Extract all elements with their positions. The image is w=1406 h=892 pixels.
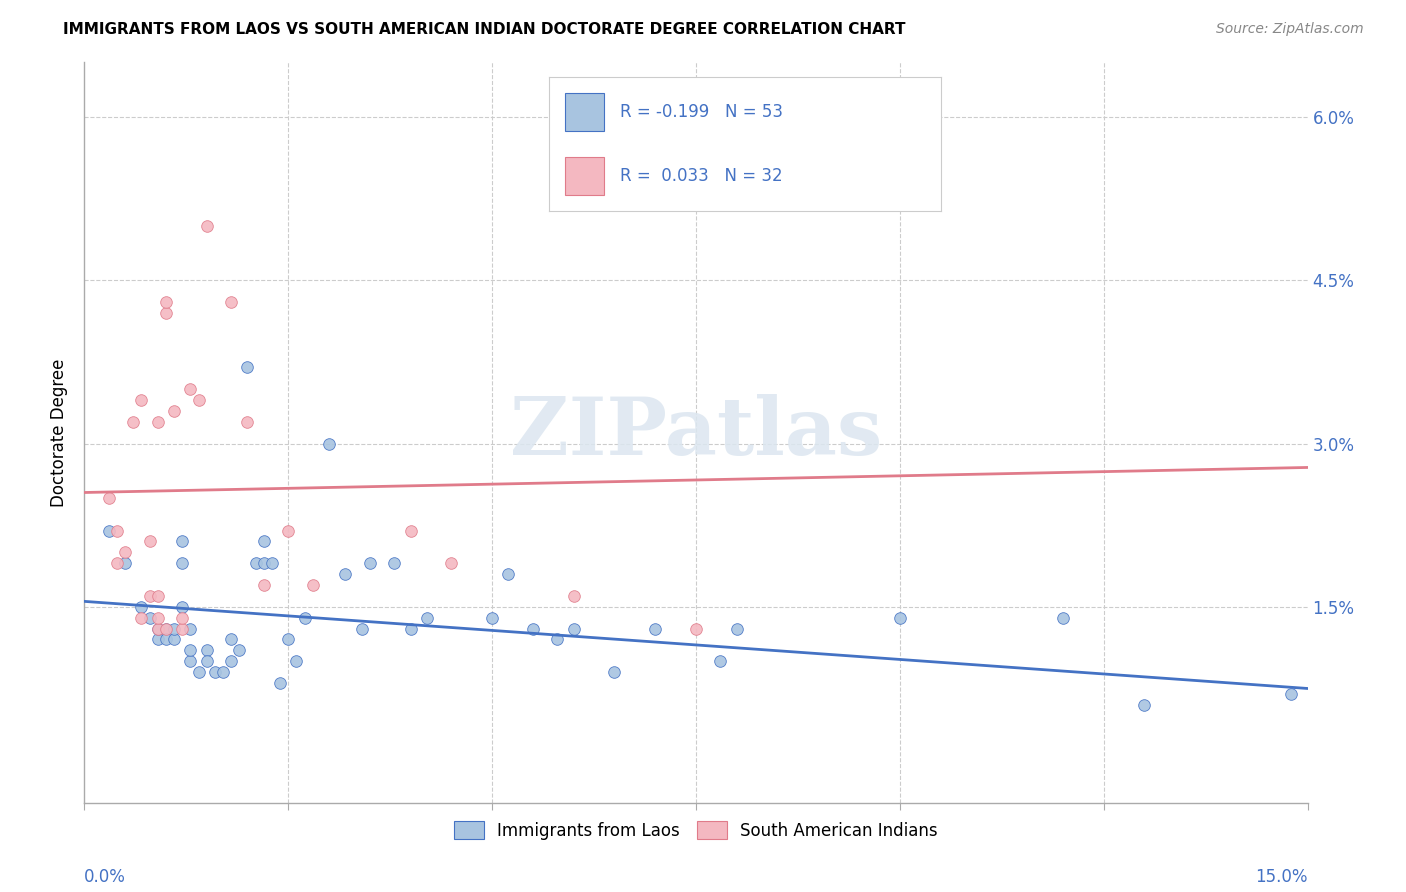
- Point: [179, 654, 201, 668]
- Point: [399, 524, 422, 538]
- Point: [253, 556, 276, 570]
- Point: [335, 567, 357, 582]
- Point: [179, 382, 201, 396]
- Point: [131, 392, 153, 407]
- Point: [260, 556, 283, 570]
- Point: [245, 556, 267, 570]
- Point: [155, 295, 177, 310]
- Point: [105, 524, 128, 538]
- Point: [155, 632, 177, 647]
- Point: [277, 524, 299, 538]
- Point: [709, 654, 731, 668]
- Point: [195, 654, 218, 668]
- Point: [301, 578, 323, 592]
- Point: [195, 219, 218, 233]
- Point: [725, 120, 748, 135]
- Point: [114, 556, 136, 570]
- Point: [97, 491, 120, 505]
- Point: [228, 643, 250, 657]
- Point: [522, 622, 544, 636]
- Point: [382, 556, 405, 570]
- Point: [219, 632, 242, 647]
- Point: [546, 632, 568, 647]
- Point: [146, 589, 169, 603]
- Point: [138, 610, 160, 624]
- Point: [146, 622, 169, 636]
- Point: [725, 622, 748, 636]
- Point: [253, 534, 276, 549]
- Text: 15.0%: 15.0%: [1256, 868, 1308, 886]
- Point: [219, 295, 242, 310]
- Point: [172, 610, 194, 624]
- Point: [644, 622, 666, 636]
- Point: [179, 622, 201, 636]
- Point: [155, 306, 177, 320]
- Point: [285, 654, 308, 668]
- Point: [187, 392, 209, 407]
- Point: [97, 524, 120, 538]
- Text: IMMIGRANTS FROM LAOS VS SOUTH AMERICAN INDIAN DOCTORATE DEGREE CORRELATION CHART: IMMIGRANTS FROM LAOS VS SOUTH AMERICAN I…: [63, 22, 905, 37]
- Point: [138, 534, 160, 549]
- Point: [562, 622, 585, 636]
- Point: [253, 578, 276, 592]
- Point: [603, 665, 626, 680]
- Point: [236, 415, 259, 429]
- Point: [685, 622, 707, 636]
- Point: [146, 610, 169, 624]
- Point: [172, 622, 194, 636]
- Point: [155, 622, 177, 636]
- Text: 0.0%: 0.0%: [84, 868, 127, 886]
- Point: [146, 622, 169, 636]
- Point: [1052, 610, 1074, 624]
- Point: [236, 360, 259, 375]
- Point: [138, 589, 160, 603]
- Point: [440, 556, 463, 570]
- Point: [172, 534, 194, 549]
- Point: [122, 415, 145, 429]
- Point: [399, 622, 422, 636]
- Point: [318, 436, 340, 450]
- Point: [131, 599, 153, 614]
- Point: [889, 610, 911, 624]
- Point: [131, 610, 153, 624]
- Text: Source: ZipAtlas.com: Source: ZipAtlas.com: [1216, 22, 1364, 37]
- Point: [187, 665, 209, 680]
- Point: [155, 622, 177, 636]
- Point: [204, 665, 226, 680]
- Point: [163, 404, 186, 418]
- Point: [146, 415, 169, 429]
- Point: [359, 556, 381, 570]
- Point: [146, 632, 169, 647]
- Point: [350, 622, 373, 636]
- Point: [195, 643, 218, 657]
- Point: [179, 643, 201, 657]
- Y-axis label: Doctorate Degree: Doctorate Degree: [51, 359, 69, 507]
- Point: [163, 632, 186, 647]
- Point: [1279, 687, 1302, 701]
- Point: [294, 610, 316, 624]
- Point: [498, 567, 520, 582]
- Point: [114, 545, 136, 559]
- Point: [416, 610, 439, 624]
- Point: [212, 665, 235, 680]
- Point: [172, 556, 194, 570]
- Point: [219, 654, 242, 668]
- Point: [163, 622, 186, 636]
- Point: [172, 599, 194, 614]
- Point: [269, 676, 291, 690]
- Point: [562, 589, 585, 603]
- Point: [1133, 698, 1156, 712]
- Legend: Immigrants from Laos, South American Indians: Immigrants from Laos, South American Ind…: [447, 814, 945, 847]
- Text: ZIPatlas: ZIPatlas: [510, 393, 882, 472]
- Point: [481, 610, 503, 624]
- Point: [277, 632, 299, 647]
- Point: [105, 556, 128, 570]
